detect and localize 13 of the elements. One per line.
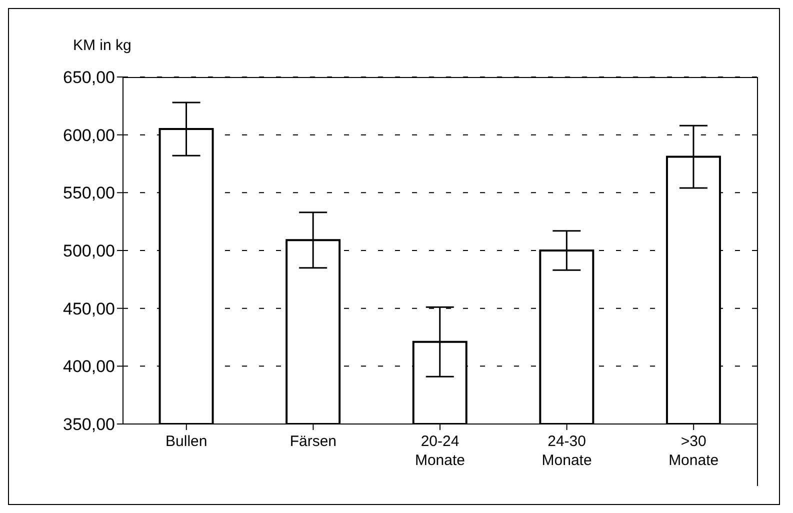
y-tick-label: 550,00 <box>63 184 115 203</box>
x-tick-label: 24-30 Monate <box>542 433 592 469</box>
y-tick-label: 450,00 <box>63 299 115 318</box>
y-tick-label: 600,00 <box>63 126 115 145</box>
y-tick-label: 400,00 <box>63 357 115 376</box>
y-tick-label: 500,00 <box>63 242 115 261</box>
x-tick-label: >30 Monate <box>668 433 719 469</box>
x-tick-label: Bullen <box>166 433 208 450</box>
y-axis-title: KM in kg <box>73 37 132 54</box>
y-tick-label: 650,00 <box>63 68 115 88</box>
x-tick-label: Färsen <box>290 433 337 450</box>
x-tick-label: 20-24 Monate <box>414 433 466 469</box>
y-tick-label: 350,00 <box>63 415 115 434</box>
